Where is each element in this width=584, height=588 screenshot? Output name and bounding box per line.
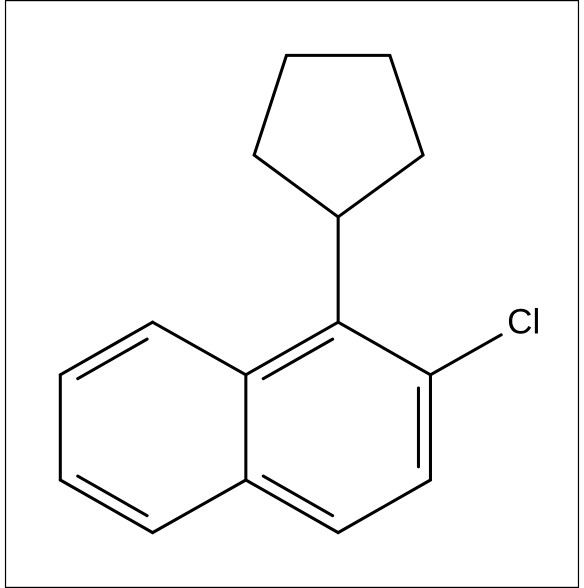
atom-label-cl: Cl	[507, 303, 540, 342]
molecule-diagram: Cl	[0, 0, 584, 588]
